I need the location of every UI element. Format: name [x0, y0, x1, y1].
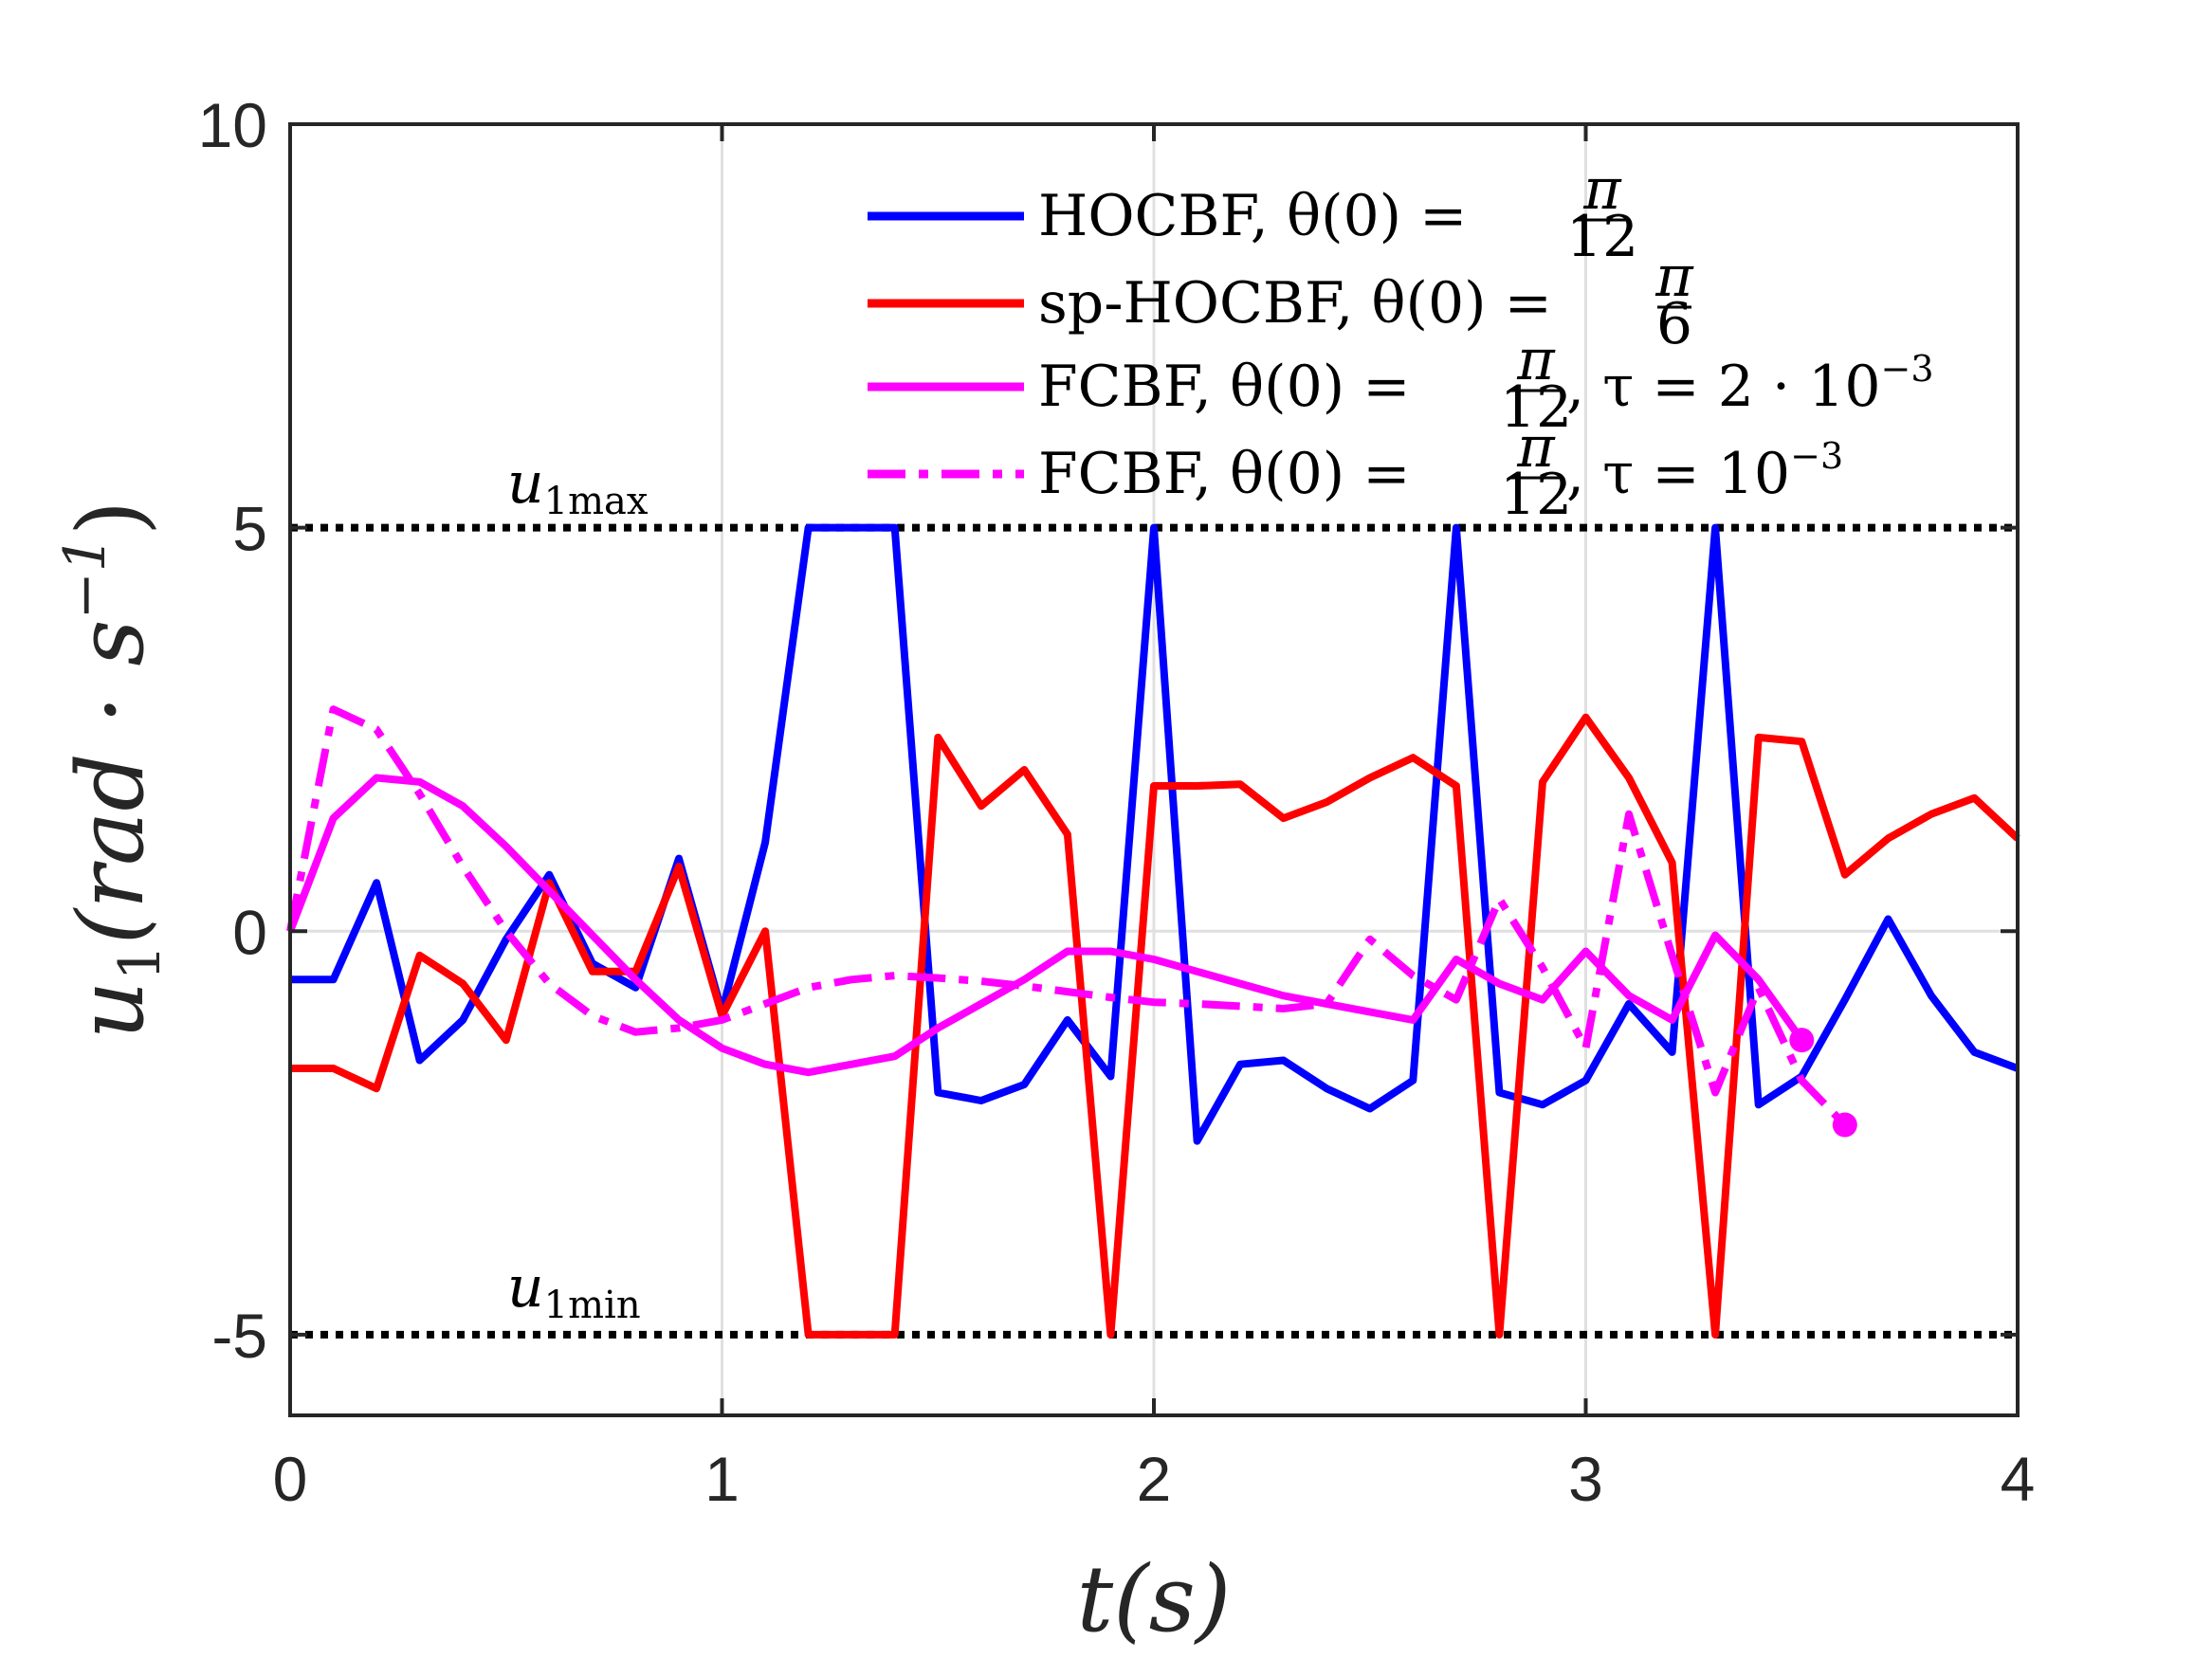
axis-ticks	[288, 122, 2020, 1415]
legend-frac-den-hocbf: 12	[1566, 204, 1638, 270]
endpoint-marker-1	[1832, 1112, 1857, 1138]
endpoint-marker-0	[1789, 1028, 1815, 1053]
legend-label-fcbf-2e3: FCBF, θ(0) =	[1038, 354, 1411, 420]
y-tick-label-3: 10	[198, 90, 267, 160]
legend-frac-num-fcbf-2e3: π	[1516, 327, 1556, 393]
x-tick-label-3: 3	[1568, 1444, 1603, 1514]
legend-tail-fcbf-1e3: , τ = 10−3	[1566, 435, 1843, 507]
umax-label: u1max	[507, 450, 649, 523]
y-tick-label-2: 5	[232, 494, 267, 564]
legend-label-hocbf: HOCBF, θ(0) =	[1038, 183, 1467, 249]
legend-frac-num-sp-hocbf: π	[1654, 244, 1694, 310]
data-series	[286, 523, 2020, 1339]
x-tick-label-2: 2	[1137, 1444, 1172, 1514]
legend-frac-num-fcbf-1e3: π	[1516, 414, 1556, 481]
legend: HOCBF, θ(0) = π 12 sp-HOCBF, θ(0) = π 6 …	[868, 156, 1934, 528]
legend-frac-num-hocbf: π	[1582, 156, 1622, 223]
y-axis-title: u1(rad · s−1)	[52, 501, 174, 1040]
series-line-2	[286, 774, 1805, 1077]
legend-tail-fcbf-2e3: , τ = 2 · 10−3	[1566, 348, 1934, 420]
x-axis-title: t(s)	[1077, 1546, 1232, 1652]
legend-label-fcbf-1e3: FCBF, θ(0) =	[1038, 441, 1411, 507]
y-tick-label-1: 0	[232, 897, 267, 967]
x-tick-label-1: 1	[704, 1444, 740, 1514]
y-tick-label-0: -5	[211, 1301, 267, 1371]
legend-frac-den-fcbf-1e3: 12	[1500, 462, 1572, 528]
umin-label: u1min	[507, 1254, 641, 1327]
legend-label-sp-hocbf: sp-HOCBF, θ(0) =	[1038, 270, 1552, 337]
x-tick-label-0: 0	[273, 1444, 308, 1514]
legend-frac-den-fcbf-2e3: 12	[1500, 374, 1572, 441]
legend-frac-den-sp-hocbf: 6	[1656, 291, 1692, 357]
x-tick-label-4: 4	[2001, 1444, 2036, 1514]
